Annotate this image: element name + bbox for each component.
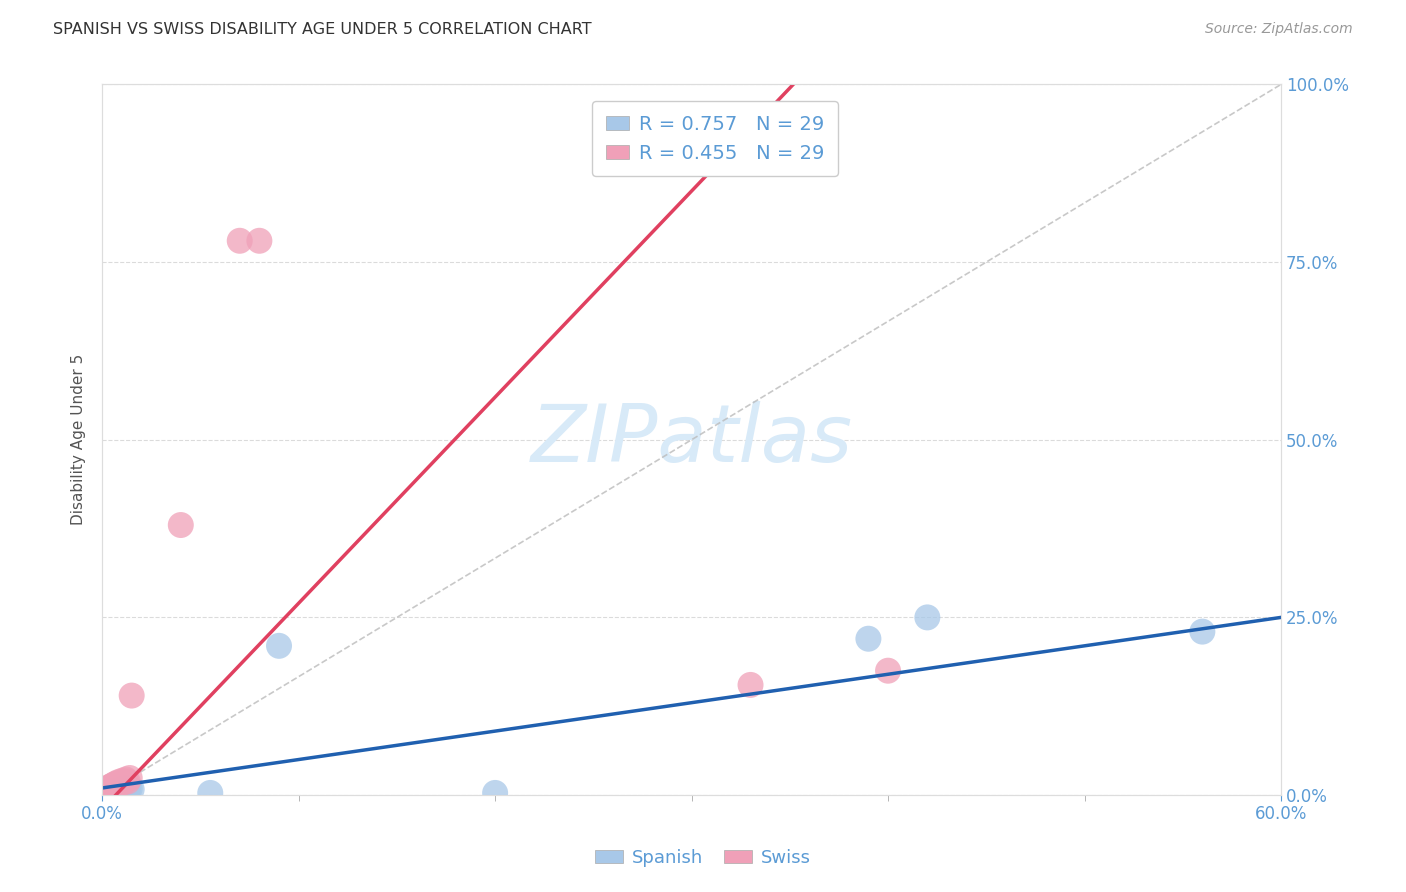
- Point: [200, 786, 222, 800]
- Text: ZIPatlas: ZIPatlas: [530, 401, 852, 479]
- Point: [104, 777, 127, 791]
- Point: [98, 785, 121, 799]
- Point: [1191, 624, 1213, 639]
- Point: [103, 786, 125, 800]
- Point: [114, 772, 136, 787]
- Point: [111, 784, 134, 798]
- Point: [484, 786, 506, 800]
- Point: [103, 784, 125, 798]
- Point: [98, 780, 121, 794]
- Point: [877, 664, 900, 678]
- Point: [740, 678, 762, 692]
- Point: [118, 771, 141, 785]
- Point: [101, 781, 124, 796]
- Point: [117, 774, 139, 789]
- Point: [114, 784, 136, 798]
- Point: [112, 775, 135, 789]
- Point: [107, 775, 129, 789]
- Point: [101, 785, 124, 799]
- Point: [104, 780, 127, 794]
- Point: [121, 689, 143, 703]
- Point: [108, 785, 131, 799]
- Point: [108, 784, 131, 798]
- Text: Source: ZipAtlas.com: Source: ZipAtlas.com: [1205, 22, 1353, 37]
- Point: [103, 777, 125, 791]
- Point: [112, 783, 135, 797]
- Point: [107, 778, 129, 792]
- Point: [101, 779, 124, 793]
- Point: [101, 787, 124, 801]
- Point: [107, 786, 129, 800]
- Y-axis label: Disability Age Under 5: Disability Age Under 5: [72, 354, 86, 525]
- Point: [267, 639, 290, 653]
- Point: [97, 782, 120, 797]
- Point: [107, 784, 129, 798]
- Point: [98, 783, 121, 797]
- Point: [104, 785, 127, 799]
- Point: [97, 780, 120, 795]
- Point: [118, 781, 141, 796]
- Legend: Spanish, Swiss: Spanish, Swiss: [588, 842, 818, 874]
- Point: [121, 782, 143, 797]
- Point: [97, 784, 120, 798]
- Point: [103, 780, 125, 795]
- Point: [117, 780, 139, 795]
- Point: [858, 632, 880, 646]
- Point: [97, 786, 120, 800]
- Point: [111, 782, 134, 797]
- Text: SPANISH VS SWISS DISABILITY AGE UNDER 5 CORRELATION CHART: SPANISH VS SWISS DISABILITY AGE UNDER 5 …: [53, 22, 592, 37]
- Legend: R = 0.757   N = 29, R = 0.455   N = 29: R = 0.757 N = 29, R = 0.455 N = 29: [592, 102, 838, 177]
- Point: [117, 783, 139, 797]
- Point: [104, 784, 127, 798]
- Point: [170, 518, 193, 533]
- Point: [93, 784, 115, 798]
- Point: [98, 786, 121, 800]
- Point: [94, 784, 117, 798]
- Point: [229, 234, 252, 248]
- Point: [93, 786, 115, 800]
- Point: [247, 234, 270, 248]
- Point: [108, 777, 131, 791]
- Point: [111, 773, 134, 788]
- Point: [917, 610, 939, 624]
- Point: [94, 787, 117, 801]
